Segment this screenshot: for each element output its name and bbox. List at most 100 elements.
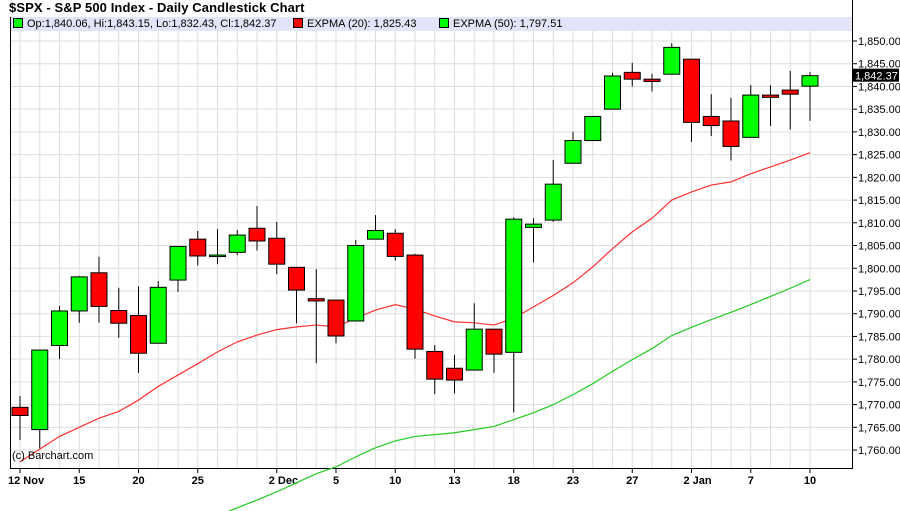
x-tick-label: 23 [567,475,579,487]
green-square-icon [439,18,449,28]
candle [228,230,246,256]
candle-body [248,227,266,242]
candle [149,280,167,344]
y-tick-label: 1,795.00 [858,286,900,298]
gridlines [10,31,852,468]
x-tick-label: 2 Jan [684,475,712,487]
candle [564,131,582,164]
copyright-text: (c) Barchart.com [12,450,94,462]
legend-ohlc: Op:1,840.06, Hi:1,843.15, Lo:1,832.43, C… [13,18,277,30]
candle-body [663,46,681,75]
candle [268,221,286,275]
y-tick-label: 1,805.00 [858,241,900,253]
candle [347,240,365,322]
last-price-label: 1,842.37 [855,71,898,83]
candle-body [722,120,740,147]
candle-body [268,237,286,265]
x-tick-label: 7 [748,475,754,487]
candle [51,305,68,360]
candle-body [426,350,444,380]
candle-body [386,232,404,257]
candle [169,245,187,292]
y-tick-label: 1,785.00 [858,331,900,343]
candle-body [742,94,760,138]
candle [801,72,819,121]
candle-body [544,183,562,221]
x-tick-label: 2 Dec [269,475,298,487]
candle-body [465,328,483,371]
candle-body [228,234,246,253]
y-tick-label: 1,830.00 [858,127,900,139]
candle-body [347,245,365,322]
legend-ohlc-text: Op:1,840.06, Hi:1,843.15, Lo:1,832.43, C… [27,18,277,30]
candle [584,115,602,142]
candle-body [564,140,582,164]
candle [604,72,621,110]
candle [762,85,779,126]
candle-body [288,266,305,291]
candle [90,256,108,323]
x-tick-label: 18 [508,475,520,487]
x-tick-label: 12 Nov [8,475,45,487]
x-tick-label: 20 [132,475,144,487]
candle [781,70,799,130]
candle-body [702,115,720,127]
candle [70,275,88,323]
y-tick-label: 1,815.00 [858,195,900,207]
candle [327,299,345,344]
candle [386,229,404,261]
candle-body [149,286,167,344]
candle [702,94,720,136]
candle [426,345,444,395]
candle [623,62,641,87]
candle [288,266,305,324]
candle-body [683,58,700,123]
candle [663,43,681,75]
candle [189,230,207,266]
candle [248,205,266,251]
candle-body [406,254,424,350]
y-tick-label: 1,840.00 [858,81,900,93]
candle [209,229,226,265]
ema50-line [227,279,811,511]
candle [683,58,700,142]
legend-ema50-text: EXPMA (50): 1,797.51 [453,18,563,30]
candle-body [130,315,147,354]
candle-body [367,230,384,240]
candle-body [189,238,207,257]
candle [722,97,740,161]
red-square-icon [293,18,303,28]
candle [544,160,562,222]
candle-body [110,310,128,324]
y-tick-label: 1,820.00 [858,172,900,184]
y-tick-label: 1,845.00 [858,59,900,71]
candle-body [51,310,68,347]
y-tick-label: 1,800.00 [858,263,900,275]
x-tick-label: 25 [192,475,204,487]
candle [367,215,384,240]
candle-body [31,349,49,431]
candle [485,328,503,373]
candle [742,85,760,138]
candle-body [446,367,463,381]
candle-body [485,328,503,355]
y-tick-label: 1,760.00 [858,445,900,457]
y-tick-label: 1,825.00 [858,150,900,162]
candle-body [584,115,602,142]
candle-body [169,245,187,281]
candle [446,355,463,394]
candle [406,253,424,359]
candle-body [327,299,345,337]
last-price-box [853,68,899,82]
legend-ema20: EXPMA (20): 1,825.43 [293,18,416,30]
y-tick-label: 1,810.00 [858,218,900,230]
legend-ema50: EXPMA (50): 1,797.51 [439,18,562,30]
x-tick-label: 15 [73,475,85,487]
y-tick-label: 1,835.00 [858,104,900,116]
candle-body [70,276,88,312]
y-tick-label: 1,765.00 [858,422,900,434]
candle [11,395,29,441]
candle-body [643,78,661,82]
candle-body [90,272,108,307]
